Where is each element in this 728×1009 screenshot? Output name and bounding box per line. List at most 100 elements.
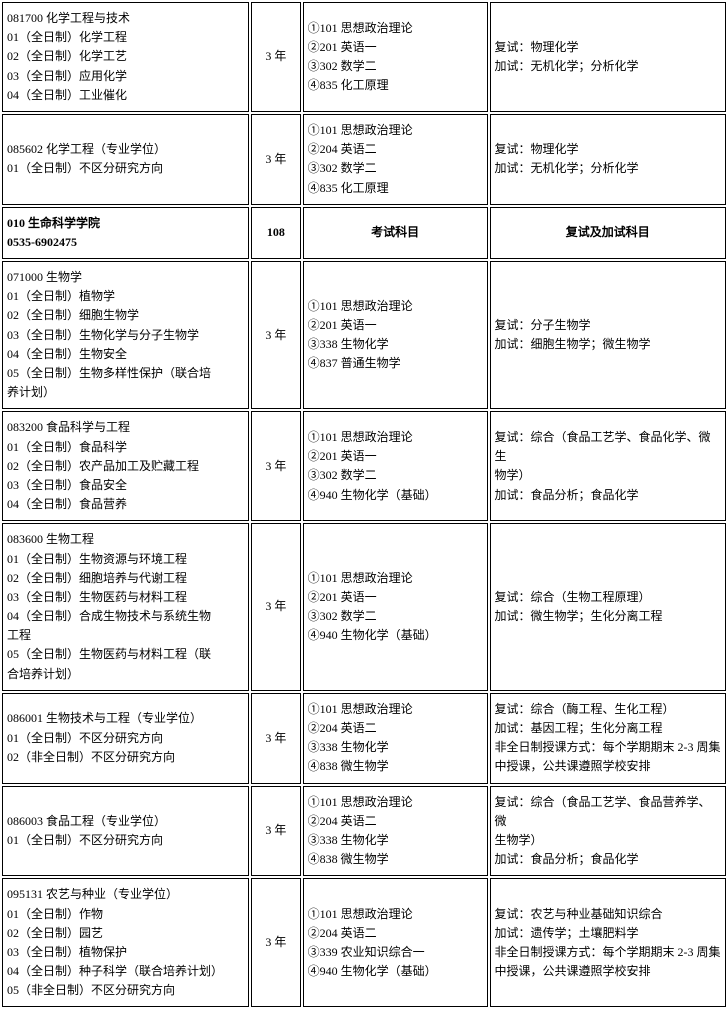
dept-header: 010 生命科学学院0535-6902475 <box>2 207 249 259</box>
cell-line: 生物学） <box>495 831 722 850</box>
cell-line: 03（全日制）植物保护 <box>7 943 244 962</box>
cell-line: 083200 食品科学与工程 <box>7 418 244 437</box>
cell-line: 加试：基因工程；生化分离工程 <box>495 719 722 738</box>
cell-line: 03（全日制）生物医药与材料工程 <box>7 588 244 607</box>
exam-subjects-cell: ①101 思想政治理论②201 英语一③338 生物化学④837 普通生物学 <box>303 261 488 409</box>
exam-subjects-cell: ①101 思想政治理论②201 英语一③302 数学二④835 化工原理 <box>303 2 488 112</box>
cell-line: ①101 思想政治理论 <box>308 905 483 924</box>
cell-line: 加试：微生物学；生化分离工程 <box>495 607 722 626</box>
cell-line: 02（非全日制）不区分研究方向 <box>7 748 244 767</box>
cell-line: 095131 农艺与种业（专业学位） <box>7 885 244 904</box>
cell-line: 01（全日制）不区分研究方向 <box>7 831 244 850</box>
cell-line: ①101 思想政治理论 <box>308 569 483 588</box>
cell-line: 02（全日制）园艺 <box>7 924 244 943</box>
program-cell: 085602 化学工程（专业学位）01（全日制）不区分研究方向 <box>2 114 249 205</box>
cell-line: 05（非全日制）不区分研究方向 <box>7 981 244 1000</box>
table-row: 010 生命科学学院0535-6902475108 考试科目复试及加试科目 <box>2 207 726 259</box>
cell-line: 加试：无机化学；分析化学 <box>495 159 722 178</box>
cell-line: ③302 数学二 <box>308 466 483 485</box>
cell-line: 05（全日制）生物多样性保护（联合培 <box>7 364 244 383</box>
exam-subjects-cell: ①101 思想政治理论②201 英语一③302 数学二④940 生物化学（基础） <box>303 523 488 691</box>
cell-line: 02（全日制）细胞生物学 <box>7 306 244 325</box>
program-cell: 083600 生物工程01（全日制）生物资源与环境工程02（全日制）细胞培养与代… <box>2 523 249 691</box>
duration-cell: 3 年 <box>251 523 300 691</box>
cell-line: 复试：农艺与种业基础知识综合 <box>495 905 722 924</box>
cell-line: ③302 数学二 <box>308 607 483 626</box>
cell-line: 物学） <box>495 466 722 485</box>
retest-subjects-cell: 复试：物理化学加试：无机化学；分析化学 <box>490 2 727 112</box>
cell-line: ①101 思想政治理论 <box>308 428 483 447</box>
cell-line: ④838 微生物学 <box>308 757 483 776</box>
program-cell: 071000 生物学01（全日制）植物学02（全日制）细胞生物学03（全日制）生… <box>2 261 249 409</box>
cell-line: ①101 思想政治理论 <box>308 19 483 38</box>
table-row: 081700 化学工程与技术01（全日制）化学工程02（全日制）化学工艺03（全… <box>2 2 726 112</box>
cell-line: ③302 数学二 <box>308 159 483 178</box>
exam-subjects-cell: ①101 思想政治理论②204 英语二③339 农业知识综合一④940 生物化学… <box>303 878 488 1007</box>
cell-line: ④940 生物化学（基础） <box>308 486 483 505</box>
table-row: 086003 食品工程（专业学位）01（全日制）不区分研究方向3 年①101 思… <box>2 786 726 877</box>
cell-line: 071000 生物学 <box>7 268 244 287</box>
cell-line: 养计划） <box>7 383 244 402</box>
duration-cell: 3 年 <box>251 114 300 205</box>
program-cell: 086003 食品工程（专业学位）01（全日制）不区分研究方向 <box>2 786 249 877</box>
cell-line: 081700 化学工程与技术 <box>7 9 244 28</box>
cell-line: ②201 英语一 <box>308 38 483 57</box>
cell-line: 02（全日制）农产品加工及贮藏工程 <box>7 457 244 476</box>
cell-line: ②204 英语二 <box>308 140 483 159</box>
table-row: 083600 生物工程01（全日制）生物资源与环境工程02（全日制）细胞培养与代… <box>2 523 726 691</box>
program-cell: 095131 农艺与种业（专业学位）01（全日制）作物02（全日制）园艺03（全… <box>2 878 249 1007</box>
count-header: 108 <box>251 207 300 259</box>
exam-subjects-cell: ①101 思想政治理论②204 英语二③338 生物化学④838 微生物学 <box>303 786 488 877</box>
cell-line: ④835 化工原理 <box>308 76 483 95</box>
cell-line: 中授课，公共课遵照学校安排 <box>495 757 722 776</box>
exam-header: 考试科目 <box>303 207 488 259</box>
cell-line: ②201 英语一 <box>308 447 483 466</box>
duration-cell: 3 年 <box>251 411 300 521</box>
cell-line: 复试及加试科目 <box>495 223 722 242</box>
cell-line: 03（全日制）食品安全 <box>7 476 244 495</box>
cell-line: ④940 生物化学（基础） <box>308 962 483 981</box>
duration-cell: 3 年 <box>251 261 300 409</box>
cell-line: 010 生命科学学院 <box>7 214 244 233</box>
cell-line: ③338 生物化学 <box>308 831 483 850</box>
cell-line: 01（全日制）化学工程 <box>7 28 244 47</box>
program-cell: 086001 生物技术与工程（专业学位）01（全日制）不区分研究方向02（非全日… <box>2 693 249 784</box>
cell-line: ③302 数学二 <box>308 57 483 76</box>
cell-line: 04（全日制）食品营养 <box>7 495 244 514</box>
exam-subjects-cell: ①101 思想政治理论②204 英语二③302 数学二④835 化工原理 <box>303 114 488 205</box>
cell-line: 02（全日制）化学工艺 <box>7 47 244 66</box>
table-row: 095131 农艺与种业（专业学位）01（全日制）作物02（全日制）园艺03（全… <box>2 878 726 1007</box>
cell-line: 加试：遗传学；土壤肥料学 <box>495 924 722 943</box>
retest-subjects-cell: 复试：物理化学加试：无机化学；分析化学 <box>490 114 727 205</box>
cell-line: 01（全日制）不区分研究方向 <box>7 159 244 178</box>
cell-line: 086001 生物技术与工程（专业学位） <box>7 709 244 728</box>
table-row: 086001 生物技术与工程（专业学位）01（全日制）不区分研究方向02（非全日… <box>2 693 726 784</box>
table-row: 085602 化学工程（专业学位）01（全日制）不区分研究方向3 年①101 思… <box>2 114 726 205</box>
cell-line: 01（全日制）植物学 <box>7 287 244 306</box>
retest-subjects-cell: 复试：综合（生物工程原理）加试：微生物学；生化分离工程 <box>490 523 727 691</box>
duration-cell: 3 年 <box>251 878 300 1007</box>
cell-line: ②204 英语二 <box>308 812 483 831</box>
duration-cell: 3 年 <box>251 2 300 112</box>
retest-subjects-cell: 复试：综合（酶工程、生化工程）加试：基因工程；生化分离工程非全日制授课方式：每个… <box>490 693 727 784</box>
table-row: 071000 生物学01（全日制）植物学02（全日制）细胞生物学03（全日制）生… <box>2 261 726 409</box>
cell-line: 加试：无机化学；分析化学 <box>495 57 722 76</box>
cell-line: 非全日制授课方式：每个学期期末 2-3 周集 <box>495 943 722 962</box>
cell-line: 非全日制授课方式：每个学期期末 2-3 周集 <box>495 738 722 757</box>
retest-subjects-cell: 复试：分子生物学加试：细胞生物学；微生物学 <box>490 261 727 409</box>
cell-line: 04（全日制）工业催化 <box>7 86 244 105</box>
cell-line: 复试：分子生物学 <box>495 316 722 335</box>
cell-line: 04（全日制）生物安全 <box>7 345 244 364</box>
cell-line: 考试科目 <box>308 223 483 242</box>
cell-line: ③338 生物化学 <box>308 738 483 757</box>
catalog-table: 081700 化学工程与技术01（全日制）化学工程02（全日制）化学工艺 03（全… <box>0 0 728 1009</box>
cell-line: ②201 英语一 <box>308 316 483 335</box>
cell-line: 04（全日制）种子科学（联合培养计划） <box>7 962 244 981</box>
duration-cell: 3 年 <box>251 786 300 877</box>
retest-subjects-cell: 复试：综合（食品工艺学、食品营养学、微生物学）加试：食品分析；食品化学 <box>490 786 727 877</box>
cell-line: 复试：综合（酶工程、生化工程） <box>495 700 722 719</box>
cell-line: 加试：细胞生物学；微生物学 <box>495 335 722 354</box>
cell-line: 03（全日制）生物化学与分子生物学 <box>7 326 244 345</box>
cell-line: 加试：食品分析；食品化学 <box>495 486 722 505</box>
page-wrap: 081700 化学工程与技术01（全日制）化学工程02（全日制）化学工艺 03（全… <box>0 0 728 1009</box>
